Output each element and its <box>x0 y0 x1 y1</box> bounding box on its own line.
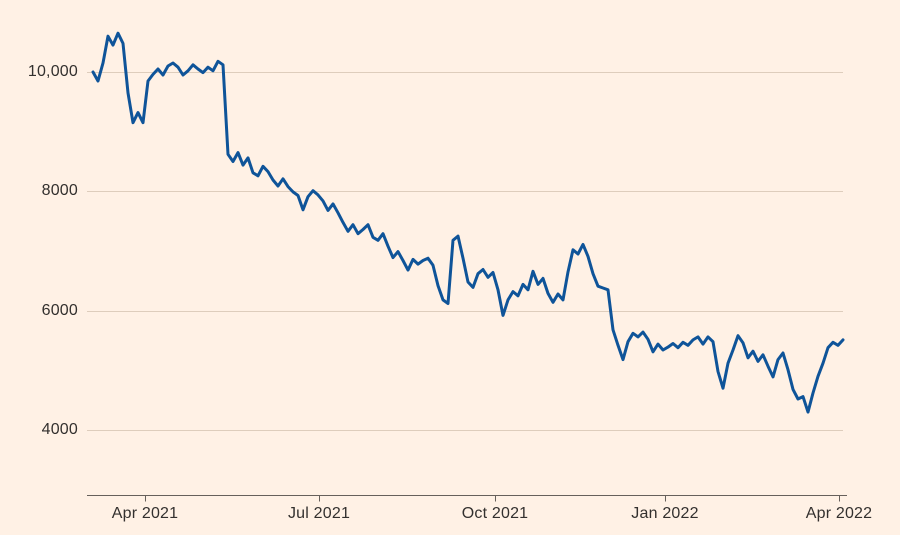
y-axis-label: 8000 <box>41 182 78 199</box>
x-axis-label: Apr 2022 <box>805 505 873 522</box>
x-axis-label: Apr 2021 <box>111 505 179 522</box>
y-axis-label: 4000 <box>41 421 78 438</box>
y-axis-label: 6000 <box>41 302 78 319</box>
x-axis-label: Jan 2022 <box>631 505 699 522</box>
price-line <box>91 31 845 414</box>
x-axis-label: Jul 2021 <box>287 505 351 522</box>
x-axis-label: Oct 2021 <box>461 505 529 522</box>
y-axis-label: 10,000 <box>27 63 78 80</box>
